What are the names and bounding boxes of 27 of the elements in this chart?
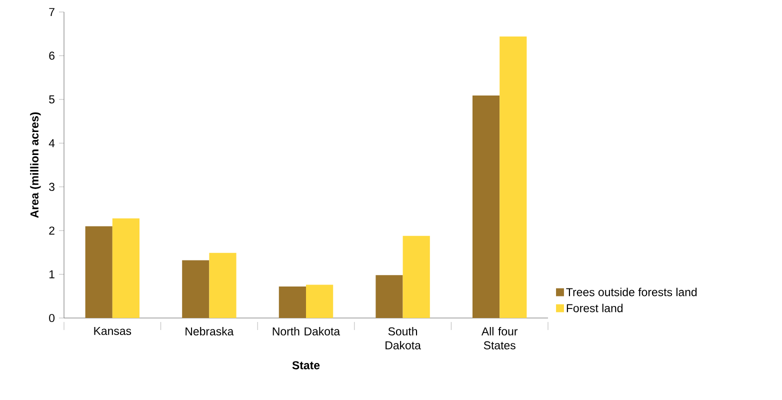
y-tick-label: 1: [49, 270, 54, 278]
y-tick-label: 3: [49, 182, 54, 191]
bar: [306, 284, 334, 318]
y-tick-label: 5: [49, 95, 54, 104]
bar: [85, 226, 112, 318]
legend-label: Forest land: [566, 304, 623, 312]
x-tick-label: South Dakota: [386, 327, 421, 350]
bar: [278, 286, 306, 318]
x-tick-label: Nebraska: [186, 327, 234, 336]
x-axis-title: State: [292, 361, 320, 370]
y-tick-label: 2: [49, 226, 54, 235]
bar: [376, 275, 403, 318]
legend-label: Trees outside forests land: [566, 288, 697, 296]
bar: [472, 95, 500, 318]
bar: [500, 36, 527, 318]
bar: [402, 236, 430, 318]
bar: [112, 218, 140, 318]
bar: [209, 252, 236, 318]
y-tick-label: 7: [49, 8, 54, 16]
y-tick-label: 4: [48, 139, 55, 148]
y-axis-title: Area (million acres): [30, 112, 41, 218]
y-tick-label: 6: [49, 52, 54, 60]
x-tick-label: Kansas: [94, 327, 132, 336]
bar: [182, 260, 210, 318]
x-tick-label: North Dakota: [272, 327, 340, 336]
y-tick-label: 0: [49, 314, 55, 322]
x-tick-label: All four States: [481, 327, 518, 350]
